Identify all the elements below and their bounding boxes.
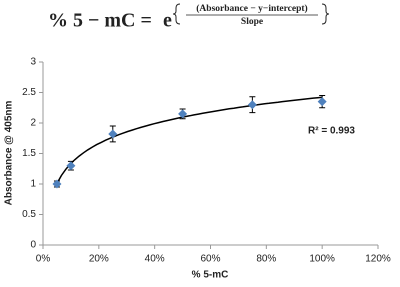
formula-numerator: (Absorbance − y−intercept) [196,3,307,14]
x-axis-label: % 5-mC [192,270,229,281]
point [52,179,62,189]
formula-lhs: % 5 − mC = [48,10,152,32]
x-tick-label: 0% [36,254,51,265]
x-tick-label: 120% [365,254,391,265]
formula-denominator: Slope [241,17,263,27]
y-tick-label: 0 [30,240,36,251]
x-tick-label: 80% [256,254,276,265]
point [178,109,188,119]
x-tick-label: 100% [309,254,335,265]
y-axis-label: Absorbance @ 405nm [4,101,15,206]
x-tick-label: 20% [89,254,109,265]
x-tick-label: 60% [200,254,220,265]
point [317,97,327,107]
point [66,161,76,171]
trendline [56,96,323,184]
y-tick-label: 1.5 [22,148,36,159]
y-tick-label: 2 [30,118,36,129]
y-tick-label: 0.5 [22,209,36,220]
y-tick-label: 3 [30,57,36,68]
formula-base: e [163,10,172,32]
x-tick-label: 40% [145,254,165,265]
y-tick-label: 2.5 [22,87,36,98]
annotation: R² = 0.993 [308,126,355,137]
y-tick-label: 1 [30,179,36,190]
point [247,100,257,110]
point [108,129,118,139]
formula-brace [172,3,330,25]
